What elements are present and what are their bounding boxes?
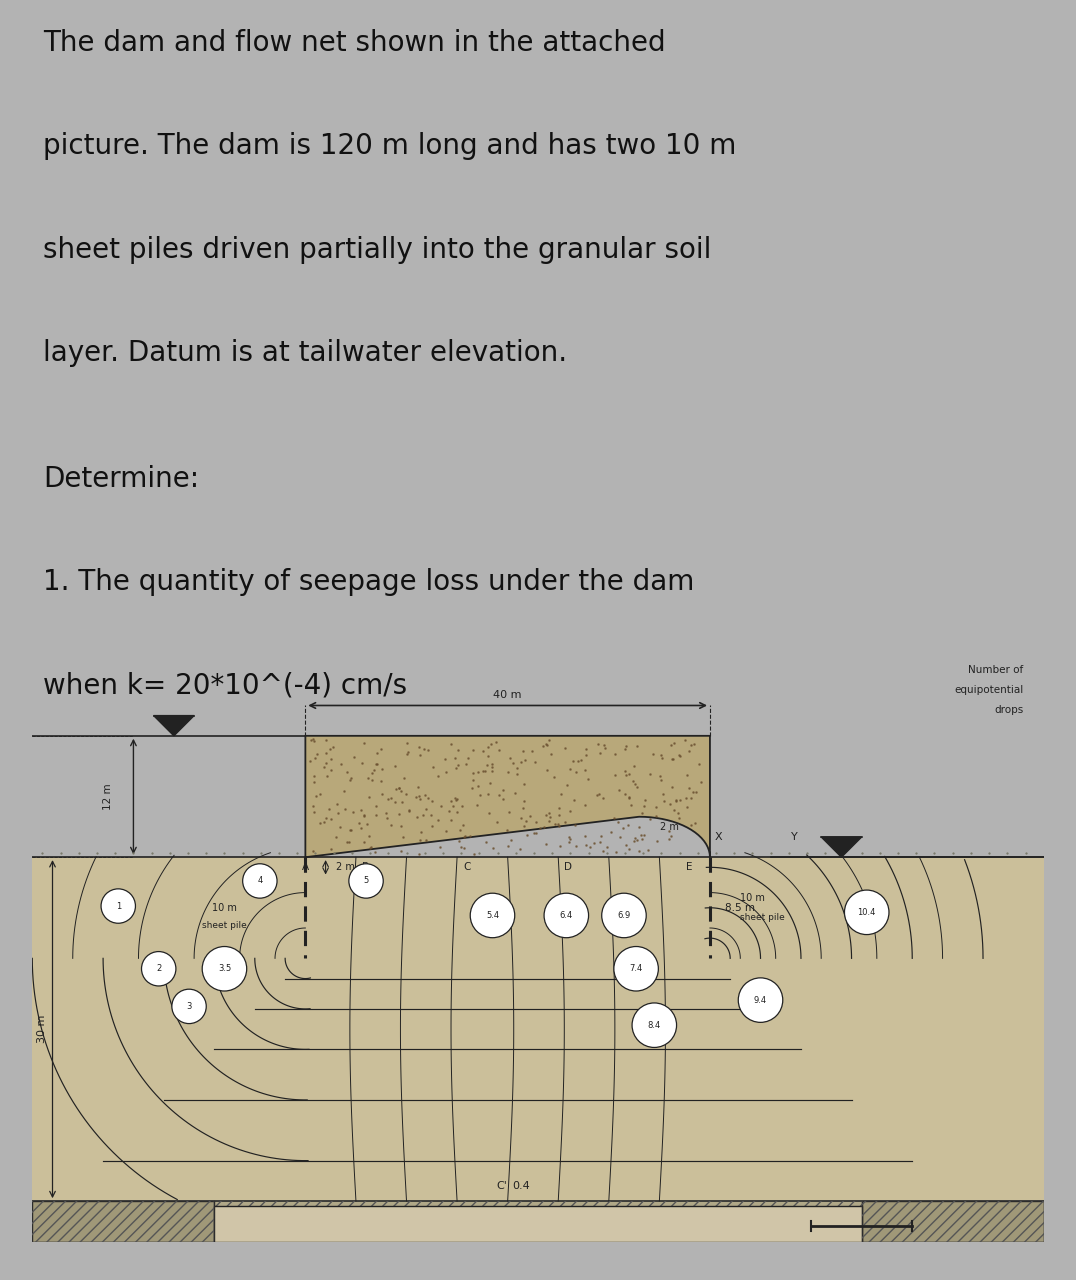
Text: 3: 3	[186, 1002, 192, 1011]
Circle shape	[349, 864, 383, 899]
Circle shape	[845, 890, 889, 934]
Circle shape	[613, 946, 659, 991]
Circle shape	[172, 989, 207, 1024]
Circle shape	[243, 864, 277, 899]
Text: when k= 20*10^(-4) cm/s: when k= 20*10^(-4) cm/s	[43, 671, 407, 699]
Text: E: E	[686, 863, 693, 872]
Text: 7.4: 7.4	[629, 964, 642, 973]
Text: 3.5: 3.5	[217, 964, 231, 973]
Text: 6.4: 6.4	[560, 911, 572, 920]
Text: 30 m: 30 m	[38, 1015, 47, 1043]
Polygon shape	[821, 837, 862, 858]
Text: 6.9: 6.9	[618, 911, 631, 920]
Text: sheet pile: sheet pile	[740, 914, 785, 923]
Text: 10 m: 10 m	[740, 892, 765, 902]
Text: 2 m: 2 m	[336, 863, 355, 872]
Text: Determine:: Determine:	[43, 465, 199, 493]
Text: 1: 1	[115, 901, 121, 910]
Polygon shape	[862, 1201, 1044, 1242]
Text: 5: 5	[364, 877, 369, 886]
Text: layer. Datum is at tailwater elevation.: layer. Datum is at tailwater elevation.	[43, 338, 567, 366]
Text: F: F	[707, 1226, 713, 1236]
Circle shape	[738, 978, 782, 1023]
Text: 10 m: 10 m	[917, 1221, 943, 1231]
Text: C: C	[464, 863, 471, 872]
Text: equipotential: equipotential	[954, 685, 1023, 695]
Polygon shape	[32, 1201, 214, 1242]
Text: The dam and flow net shown in the attached: The dam and flow net shown in the attach…	[43, 29, 666, 58]
Text: 8.4: 8.4	[648, 1020, 661, 1029]
Text: C': C'	[497, 1181, 508, 1190]
Polygon shape	[154, 716, 194, 736]
Text: A: A	[301, 1226, 309, 1236]
Circle shape	[202, 946, 246, 991]
Text: A: A	[301, 863, 309, 872]
Text: D: D	[564, 863, 572, 872]
Circle shape	[101, 888, 136, 923]
Text: 8.5 m: 8.5 m	[725, 902, 755, 913]
Text: 2: 2	[156, 964, 161, 973]
Text: drops: drops	[994, 705, 1023, 716]
Text: sheet piles driven partially into the granular soil: sheet piles driven partially into the gr…	[43, 236, 711, 264]
Polygon shape	[32, 1201, 1044, 1242]
Circle shape	[470, 893, 514, 938]
Text: 1. The quantity of seepage loss under the dam: 1. The quantity of seepage loss under th…	[43, 568, 694, 596]
Text: B: B	[363, 863, 370, 872]
Text: 2 m: 2 m	[660, 822, 679, 832]
Text: Number of: Number of	[968, 666, 1023, 675]
Text: 5.4: 5.4	[486, 911, 499, 920]
Text: Scale: 0: Scale: 0	[762, 1221, 801, 1231]
Text: 10.4: 10.4	[858, 908, 876, 916]
Text: 10 m: 10 m	[212, 902, 237, 913]
Text: 9.4: 9.4	[754, 996, 767, 1005]
Text: 4: 4	[257, 877, 263, 886]
Text: X: X	[714, 832, 723, 842]
Text: sheet pile: sheet pile	[202, 922, 246, 931]
Text: 12 m: 12 m	[103, 783, 113, 810]
Circle shape	[601, 893, 647, 938]
Circle shape	[632, 1004, 677, 1047]
Polygon shape	[214, 1206, 862, 1242]
Text: Impervious: Impervious	[83, 1221, 145, 1231]
Text: Y: Y	[791, 832, 797, 842]
Polygon shape	[32, 858, 1044, 1201]
Circle shape	[142, 951, 175, 986]
Text: 0.4: 0.4	[513, 1181, 530, 1190]
Polygon shape	[306, 736, 710, 858]
Text: picture. The dam is 120 m long and has two 10 m: picture. The dam is 120 m long and has t…	[43, 132, 736, 160]
Circle shape	[544, 893, 589, 938]
Text: 40 m: 40 m	[494, 690, 522, 700]
